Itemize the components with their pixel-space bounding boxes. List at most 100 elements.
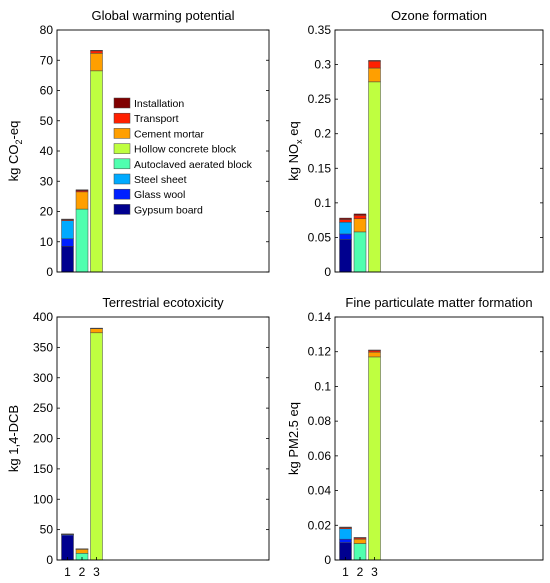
y-tick-label: 30 xyxy=(40,174,54,188)
legend-swatch-transport xyxy=(113,112,131,124)
y-tick-label: 250 xyxy=(33,401,53,415)
y-tick-label: 0.25 xyxy=(308,92,332,106)
y-tick-label: 60 xyxy=(40,84,54,98)
y-tick-label: 0.14 xyxy=(308,310,332,324)
bar-segment-2-autoclaved-aerated-block xyxy=(75,208,89,273)
bar-segment-1-gypsum-board xyxy=(61,535,74,561)
x-tick-label: 2 xyxy=(79,565,86,579)
bar-segment-2-installation xyxy=(353,213,367,216)
chart-title: Terrestrial ecotoxicity xyxy=(102,295,224,310)
x-tick-label: 3 xyxy=(93,565,100,579)
y-tick-label: 40 xyxy=(40,144,54,158)
bar-segment-3-hollow-concrete-block xyxy=(368,356,381,561)
y-tick-label: 0 xyxy=(46,265,53,279)
y-tick-label: 0.04 xyxy=(308,484,332,498)
legend-swatch-steel-sheet xyxy=(113,173,131,185)
legend-swatch-installation xyxy=(113,97,131,109)
y-tick-label: 50 xyxy=(40,523,54,537)
y-axis-label: kg 1,4-DCB xyxy=(6,405,21,472)
bar-segment-1-installation xyxy=(339,217,352,220)
y-tick-label: 50 xyxy=(40,114,54,128)
axes-box xyxy=(56,316,270,561)
bar-segment-1-transport xyxy=(339,219,352,223)
y-tick-label: 0.2 xyxy=(314,127,331,141)
legend-label-steel-sheet: Steel sheet xyxy=(134,174,187,186)
chart-panel-2: 0 0.05 0.1 0.15 0.2 0.25 0.3 0.35 Ozone formatio… xyxy=(286,8,544,279)
legend-label-cement-mortar: Cement mortar xyxy=(134,128,205,140)
legend-swatch-glass-wool xyxy=(113,188,131,200)
y-tick-label: 0 xyxy=(46,553,53,567)
bar-segment-3-hollow-concrete-block xyxy=(368,81,381,273)
chart-panel-4: 1 2 3 0 0.02 0.04 0.06 0.08 0.1 0.12 0.14 Fine part… xyxy=(286,295,544,579)
x-tick-label: 1 xyxy=(64,565,71,579)
y-tick-label: 150 xyxy=(33,462,53,476)
bar-segment-1-glass-wool xyxy=(339,538,352,543)
bar-segment-3-cement-mortar xyxy=(368,67,381,83)
y-tick-label: 400 xyxy=(33,310,53,324)
y-tick-label: 0.1 xyxy=(314,196,331,210)
bar-segment-2-installation xyxy=(353,537,367,539)
bar-segment-2-cement-mortar xyxy=(353,218,367,233)
bar-segment-3-transport xyxy=(368,60,381,69)
y-tick-label: 300 xyxy=(33,371,53,385)
bar-segment-1-steel-sheet xyxy=(61,220,74,239)
y-axis-label: kg PM2.5 eq xyxy=(286,402,301,475)
bar-segment-2-installation xyxy=(75,548,89,550)
y-tick-label: 0.15 xyxy=(308,161,332,175)
legend-swatch-cement-mortar xyxy=(113,128,131,139)
y-axis-label: kg NOx eq xyxy=(286,121,304,180)
bar-segment-2-transport xyxy=(353,215,367,220)
bar-segment-3-installation xyxy=(90,327,103,329)
x-tick-label: 3 xyxy=(371,565,378,579)
legend-swatch-hollow-concrete-block xyxy=(113,143,131,154)
y-tick-label: 0.02 xyxy=(308,518,332,532)
bar-segment-2-autoclaved-aerated-block xyxy=(353,231,367,273)
y-tick-label: 0.12 xyxy=(308,345,332,359)
bar-segment-2-cement-mortar xyxy=(75,191,89,210)
legend-label-transport: Transport xyxy=(134,113,179,125)
bar-segment-3-installation xyxy=(368,349,381,351)
legend-swatch-autoclaved-aerated-block xyxy=(113,158,131,170)
x-tick-label: 2 xyxy=(357,565,364,579)
legend-label-hollow-concrete-block: Hollow concrete block xyxy=(134,144,237,156)
bar-segment-1-glass-wool xyxy=(61,238,74,247)
bar-segment-2-cement-mortar xyxy=(353,538,367,544)
bar-segment-3-hollow-concrete-block xyxy=(90,70,103,273)
legend: Installation Transport Cement mortar Hollow… xyxy=(113,97,253,216)
bar-segment-1-gypsum-board xyxy=(61,246,74,273)
bar-segment-3-installation xyxy=(90,50,103,52)
chart-title: Global warming potential xyxy=(91,8,234,23)
y-axis-label: kg CO2-eq xyxy=(6,121,24,182)
y-tick-label: 100 xyxy=(33,492,53,506)
bar-segment-3-hollow-concrete-block xyxy=(90,332,103,561)
y-tick-label: 350 xyxy=(33,340,53,354)
bar-segment-1-installation xyxy=(61,218,74,220)
chart-title: Ozone formation xyxy=(391,8,487,23)
bar-segment-2-cement-mortar xyxy=(75,548,89,554)
bar-segment-1-installation xyxy=(61,533,74,535)
chart-panel-1: 0 10 20 30 40 50 60 70 80 Global warming potentia… xyxy=(6,8,270,279)
y-tick-label: 70 xyxy=(40,53,54,67)
y-tick-label: 0.08 xyxy=(308,414,332,428)
bar-segment-1-steel-sheet xyxy=(339,221,352,235)
y-tick-label: 0.35 xyxy=(308,23,332,37)
y-tick-label: 20 xyxy=(40,205,54,219)
bar-segment-3-installation xyxy=(368,60,381,62)
legend-label-glass-wool: Glass wool xyxy=(134,189,185,201)
axes-box xyxy=(334,29,544,273)
y-tick-label: 0.05 xyxy=(308,230,332,244)
x-tick-label: 1 xyxy=(342,565,349,579)
y-tick-label: 0.3 xyxy=(314,58,331,72)
bar-segment-1-steel-sheet xyxy=(339,528,352,540)
y-tick-label: 0.06 xyxy=(308,449,332,463)
bar-segment-3-cement-mortar xyxy=(90,328,103,334)
bar-segment-1-gypsum-board xyxy=(339,239,352,273)
chart-title: Fine particulate matter formation xyxy=(345,295,532,310)
legend-swatch-gypsum-board xyxy=(113,204,131,215)
legend-label-installation: Installation xyxy=(134,98,184,110)
y-tick-label: 10 xyxy=(40,235,54,249)
y-tick-label: 80 xyxy=(40,23,54,37)
legend-label-autoclaved-aerated-block: Autoclaved aerated block xyxy=(134,159,253,171)
bar-segment-3-cement-mortar xyxy=(90,53,103,72)
